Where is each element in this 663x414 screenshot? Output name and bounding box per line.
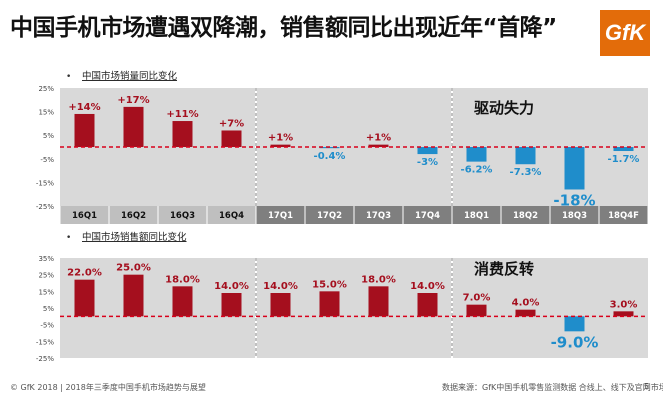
- x-tick-label: 16Q3: [170, 211, 195, 221]
- data-label: +14%: [68, 102, 100, 113]
- data-label: 25.0%: [116, 263, 151, 274]
- data-label: -1.7%: [608, 154, 640, 165]
- y-tick-label: -25%: [36, 355, 54, 363]
- data-label: 14.0%: [410, 281, 445, 292]
- bar: [466, 304, 487, 317]
- chart-1: • 中国市场销量同比变化 25% 15% 5% -5% -15% -25% 驱动失力 +14% +1…: [36, 70, 648, 224]
- bar: [319, 291, 340, 317]
- chart-title-bullet: •: [66, 233, 71, 243]
- data-label: 3.0%: [610, 299, 638, 310]
- data-label: -7.3%: [510, 167, 542, 178]
- data-label: +11%: [166, 109, 198, 120]
- y-tick-label: 15%: [38, 109, 54, 117]
- bar: [270, 144, 291, 147]
- bar: [564, 147, 585, 190]
- y-tick-label: -15%: [36, 338, 54, 346]
- x-tick-label: 18Q2: [513, 211, 538, 221]
- gfk-logo: GfK: [600, 10, 650, 56]
- bar: [221, 130, 242, 147]
- data-label: 22.0%: [67, 268, 102, 279]
- bar: [417, 293, 438, 317]
- x-tick-label: 17Q2: [317, 211, 342, 221]
- category-cell: [550, 206, 599, 224]
- category-cell: [60, 206, 109, 224]
- data-label: 18.0%: [165, 274, 200, 285]
- data-label: +17%: [117, 95, 149, 106]
- bar: [368, 144, 389, 147]
- data-label: -3%: [417, 157, 438, 168]
- bar: [613, 311, 634, 317]
- bar: [613, 147, 634, 152]
- data-label: 14.0%: [263, 281, 298, 292]
- x-tick-label: 17Q4: [415, 211, 440, 221]
- x-tick-label: 17Q1: [268, 211, 293, 221]
- bar: [515, 147, 536, 165]
- data-label: +7%: [219, 118, 244, 129]
- bar: [123, 106, 144, 147]
- footer-source: 数据来源：GfK中国手机零售监测数据 合线上、线下及官网市场: [442, 383, 663, 392]
- y-tick-label: 25%: [38, 272, 54, 280]
- chart-annotation: 消费反转: [474, 260, 534, 278]
- data-label: -0.4%: [314, 151, 346, 162]
- category-cell: [452, 206, 501, 224]
- bar: [466, 147, 487, 162]
- x-tick-label: 16Q1: [72, 211, 97, 221]
- category-cell: [256, 206, 305, 224]
- footer-copyright: © GfK 2018 | 2018年三季度中国手机市场趋势与展望: [10, 383, 206, 392]
- y-tick-label: 5%: [43, 305, 54, 313]
- bar: [515, 309, 536, 317]
- chart-2: • 中国市场销售额同比变化 35% 25% 15% 5% -5% -15% -25% 消费反转 22…: [36, 231, 648, 363]
- slide-title: 中国手机市场遭遇双降潮，销售额同比出现近年“首降”: [10, 15, 557, 41]
- x-tick-label: 18Q4F: [608, 211, 639, 221]
- page-number: 5: [644, 382, 650, 391]
- category-cell: [158, 206, 207, 224]
- bar: [221, 293, 242, 317]
- category-cell: [207, 206, 256, 224]
- chart-annotation: 驱动失力: [474, 99, 534, 117]
- x-tick-label: 17Q3: [366, 211, 391, 221]
- y-tick-label: 35%: [38, 255, 54, 263]
- data-label: -9.0%: [551, 333, 599, 351]
- data-label: +1%: [268, 133, 293, 144]
- bar: [123, 274, 144, 317]
- data-label: +1%: [366, 133, 391, 144]
- y-tick-label: 15%: [38, 288, 54, 296]
- y-tick-label: -25%: [36, 203, 54, 211]
- bar: [564, 316, 585, 332]
- bar: [172, 121, 193, 147]
- x-tick-label: 18Q3: [562, 211, 587, 221]
- bar: [172, 286, 193, 317]
- data-label: -18%: [553, 191, 595, 209]
- data-label: 15.0%: [312, 279, 347, 290]
- data-label: -6.2%: [461, 165, 493, 176]
- category-cell: [109, 206, 158, 224]
- bar: [270, 293, 291, 317]
- data-label: 7.0%: [463, 293, 491, 304]
- bar: [368, 286, 389, 317]
- data-label: 4.0%: [512, 298, 540, 309]
- category-cell: [599, 206, 648, 224]
- x-tick-label: 16Q4: [219, 211, 244, 221]
- chart-title: 中国市场销售额同比变化: [82, 231, 187, 243]
- y-tick-label: -5%: [40, 322, 54, 330]
- data-label: 18.0%: [361, 274, 396, 285]
- bar: [417, 147, 438, 155]
- data-label: 14.0%: [214, 281, 249, 292]
- bar: [74, 279, 95, 317]
- x-tick-label: 16Q2: [121, 211, 146, 221]
- y-tick-label: -15%: [36, 179, 54, 187]
- chart-title-bullet: •: [66, 72, 71, 82]
- category-cell: [403, 206, 452, 224]
- bar: [74, 113, 95, 147]
- y-tick-label: 5%: [43, 132, 54, 140]
- y-tick-label: -5%: [40, 156, 54, 164]
- x-tick-label: 18Q1: [464, 211, 489, 221]
- category-cell: [354, 206, 403, 224]
- chart-title: 中国市场销量同比变化: [82, 70, 178, 82]
- y-tick-label: 25%: [38, 85, 54, 93]
- category-cell: [501, 206, 550, 224]
- category-cell: [305, 206, 354, 224]
